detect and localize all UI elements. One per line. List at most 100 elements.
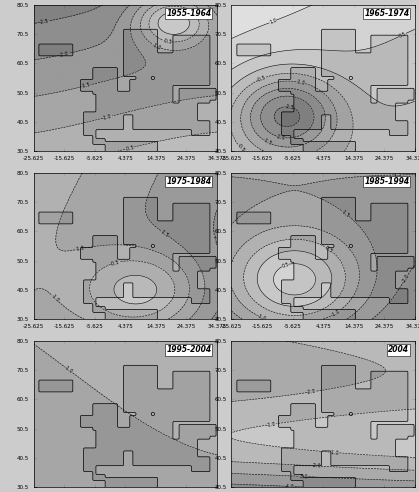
Point	[140, 147, 147, 155]
Point	[250, 142, 257, 150]
Point	[155, 448, 162, 456]
Point	[265, 65, 272, 73]
Point	[98, 203, 105, 211]
Point	[160, 14, 166, 22]
Point	[341, 95, 347, 103]
Point	[204, 277, 210, 285]
Point	[204, 110, 210, 118]
Point	[404, 112, 411, 120]
Point	[370, 70, 377, 78]
Point	[392, 84, 398, 92]
Point	[82, 54, 88, 62]
Point	[285, 119, 291, 127]
Point	[316, 378, 323, 386]
Point	[385, 378, 391, 386]
Point	[287, 403, 294, 411]
Point	[294, 427, 301, 435]
Point	[285, 67, 291, 75]
Point	[375, 44, 382, 52]
Point	[262, 186, 269, 194]
Point	[382, 247, 389, 255]
Point	[346, 138, 352, 146]
Point	[162, 105, 169, 113]
Point	[86, 47, 93, 55]
Point	[404, 193, 411, 201]
Point	[316, 422, 323, 430]
Point	[397, 245, 403, 253]
Point	[45, 249, 52, 257]
Point	[35, 380, 42, 388]
Point	[67, 221, 74, 229]
Point	[318, 478, 325, 486]
Point	[57, 210, 64, 218]
Point	[33, 91, 39, 99]
Point	[355, 145, 362, 153]
Point	[89, 371, 96, 379]
Point	[285, 82, 291, 90]
Point	[69, 481, 76, 489]
Point	[390, 375, 396, 383]
Point	[84, 82, 91, 90]
Point	[292, 261, 298, 269]
Point	[84, 287, 91, 295]
Point	[182, 138, 189, 146]
Point	[126, 82, 132, 90]
Point	[109, 182, 115, 190]
Point	[277, 455, 284, 463]
Point	[397, 128, 403, 136]
Point	[353, 32, 360, 40]
Point	[287, 378, 294, 386]
Point	[118, 264, 125, 272]
Point	[135, 439, 142, 447]
Point	[270, 28, 277, 36]
Point	[116, 128, 122, 136]
Point	[147, 347, 154, 355]
Point	[289, 2, 296, 10]
Point	[145, 21, 152, 29]
Point	[385, 483, 391, 491]
Point	[138, 221, 145, 229]
Point	[150, 418, 157, 426]
Point	[306, 229, 313, 237]
Point	[38, 411, 44, 419]
Point	[133, 266, 140, 274]
Point	[135, 276, 142, 283]
Point	[326, 233, 333, 241]
Point	[370, 221, 377, 229]
Point	[370, 112, 377, 120]
Point	[52, 126, 59, 134]
Point	[328, 446, 335, 454]
Point	[245, 189, 252, 197]
Point	[106, 226, 113, 234]
Point	[133, 173, 140, 181]
Point	[399, 70, 406, 78]
Point	[118, 481, 125, 489]
Point	[250, 72, 257, 80]
Point	[326, 122, 333, 129]
Point	[243, 245, 250, 253]
Point	[186, 133, 193, 141]
Point	[118, 58, 125, 66]
Point	[241, 380, 247, 388]
Point	[145, 313, 152, 321]
Point	[248, 450, 254, 458]
Point	[72, 397, 78, 404]
Point	[72, 413, 78, 421]
Point	[140, 408, 147, 416]
Point	[206, 406, 213, 414]
Point	[30, 264, 37, 272]
Point	[294, 277, 301, 285]
Point	[245, 142, 252, 150]
Point	[248, 392, 254, 400]
Point	[346, 280, 352, 288]
Point	[74, 42, 81, 50]
Point	[145, 208, 152, 215]
Point	[265, 93, 272, 101]
Point	[94, 100, 101, 108]
Point	[394, 257, 401, 265]
Point	[162, 375, 169, 383]
Point	[355, 299, 362, 307]
Point	[306, 271, 313, 278]
Point	[209, 455, 215, 463]
Point	[348, 462, 354, 470]
